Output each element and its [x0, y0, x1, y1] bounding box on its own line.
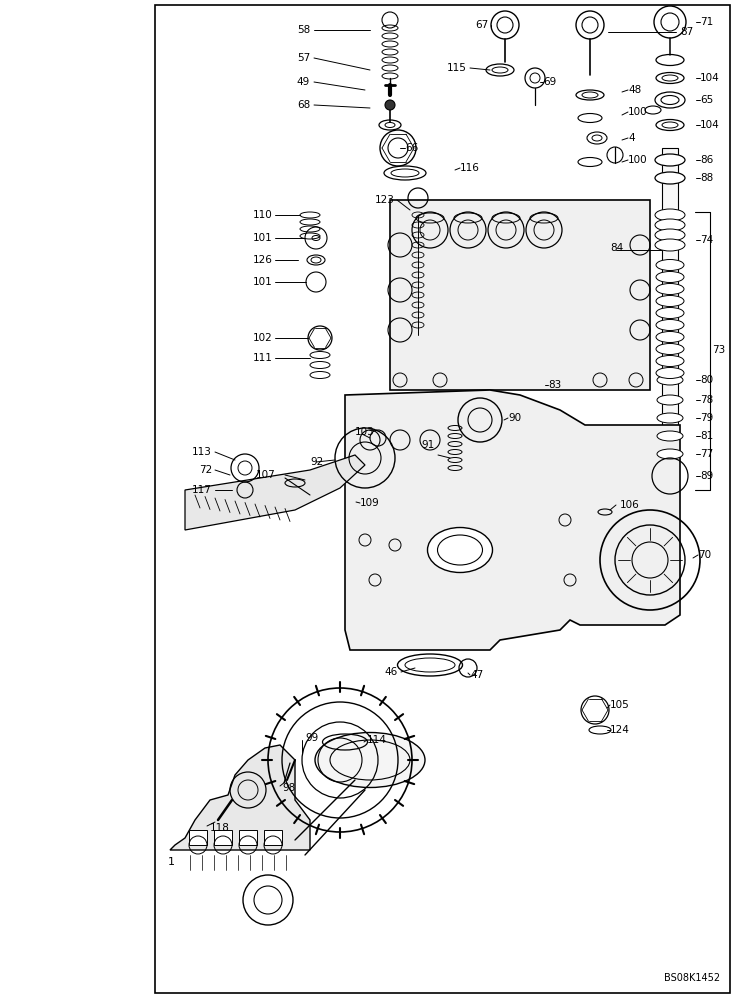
- Text: 74: 74: [700, 235, 713, 245]
- Text: 72: 72: [199, 465, 212, 475]
- Text: 78: 78: [700, 395, 713, 405]
- Text: 77: 77: [700, 449, 713, 459]
- Bar: [390, 200, 650, 390]
- Text: 103: 103: [355, 427, 374, 437]
- Ellipse shape: [656, 296, 684, 306]
- Ellipse shape: [656, 271, 684, 282]
- Text: 87: 87: [680, 27, 693, 37]
- Text: 113: 113: [192, 447, 212, 457]
- Text: 115: 115: [447, 63, 467, 73]
- Text: 102: 102: [253, 333, 273, 343]
- Text: 100: 100: [628, 107, 648, 117]
- Text: 65: 65: [700, 95, 713, 105]
- Text: 89: 89: [700, 471, 713, 481]
- Text: 47: 47: [470, 670, 483, 680]
- Ellipse shape: [655, 229, 685, 241]
- Ellipse shape: [655, 219, 685, 231]
- Text: 79: 79: [700, 413, 713, 423]
- Ellipse shape: [437, 535, 482, 565]
- Text: BS08K1452: BS08K1452: [664, 973, 720, 983]
- Text: 81: 81: [700, 431, 713, 441]
- Ellipse shape: [655, 239, 685, 251]
- Text: 126: 126: [253, 255, 273, 265]
- Text: 86: 86: [700, 155, 713, 165]
- Text: 118: 118: [210, 823, 230, 833]
- Bar: [214, 830, 232, 845]
- Polygon shape: [345, 390, 680, 650]
- Text: 111: 111: [253, 353, 273, 363]
- Circle shape: [385, 100, 395, 110]
- Text: 109: 109: [360, 498, 380, 508]
- Ellipse shape: [656, 308, 684, 318]
- Ellipse shape: [656, 332, 684, 342]
- Text: 117: 117: [192, 485, 212, 495]
- Ellipse shape: [656, 320, 684, 330]
- Bar: [264, 830, 282, 845]
- Text: 83: 83: [548, 380, 561, 390]
- Ellipse shape: [657, 431, 683, 441]
- Text: 105: 105: [610, 700, 630, 710]
- Ellipse shape: [657, 449, 683, 459]
- Bar: [189, 830, 207, 845]
- Text: 48: 48: [628, 85, 642, 95]
- Text: 88: 88: [700, 173, 713, 183]
- Text: 104: 104: [700, 120, 720, 130]
- Polygon shape: [170, 745, 310, 850]
- Ellipse shape: [428, 528, 493, 572]
- Text: 1: 1: [168, 857, 175, 867]
- Bar: [155, 5, 730, 993]
- Text: 58: 58: [297, 25, 310, 35]
- Ellipse shape: [657, 395, 683, 405]
- Text: 57: 57: [297, 53, 310, 63]
- Text: 84: 84: [610, 243, 623, 253]
- Ellipse shape: [655, 154, 685, 166]
- Text: 68: 68: [297, 100, 310, 110]
- Text: 67: 67: [475, 20, 488, 30]
- Text: 4: 4: [628, 133, 635, 143]
- Text: 80: 80: [700, 375, 713, 385]
- Text: 70: 70: [698, 550, 711, 560]
- Text: 99: 99: [305, 733, 318, 743]
- Ellipse shape: [657, 413, 683, 423]
- Text: 90: 90: [508, 413, 521, 423]
- Text: 100: 100: [628, 155, 648, 165]
- Ellipse shape: [655, 172, 685, 184]
- Ellipse shape: [656, 356, 684, 366]
- Ellipse shape: [656, 367, 684, 378]
- Ellipse shape: [657, 375, 683, 385]
- Text: 124: 124: [610, 725, 630, 735]
- Text: 46: 46: [385, 667, 398, 677]
- Text: 69: 69: [543, 77, 556, 87]
- Bar: [239, 830, 257, 845]
- Text: 110: 110: [253, 210, 273, 220]
- Text: 98: 98: [282, 783, 295, 793]
- Text: 106: 106: [620, 500, 640, 510]
- Text: 91: 91: [422, 440, 435, 450]
- Ellipse shape: [656, 284, 684, 294]
- Polygon shape: [185, 455, 365, 530]
- Text: 66: 66: [405, 143, 418, 153]
- Text: 107: 107: [256, 470, 276, 480]
- Text: 101: 101: [253, 233, 273, 243]
- Ellipse shape: [655, 209, 685, 221]
- Ellipse shape: [656, 344, 684, 355]
- Text: 114: 114: [367, 735, 387, 745]
- Text: 104: 104: [700, 73, 720, 83]
- Text: 49: 49: [297, 77, 310, 87]
- Text: 116: 116: [460, 163, 480, 173]
- Ellipse shape: [656, 259, 684, 270]
- Text: 101: 101: [253, 277, 273, 287]
- Text: 71: 71: [700, 17, 713, 27]
- Text: 123: 123: [375, 195, 395, 205]
- Bar: [662, 148, 678, 518]
- Ellipse shape: [315, 732, 425, 788]
- Text: 73: 73: [712, 345, 725, 355]
- Text: 92: 92: [310, 457, 323, 467]
